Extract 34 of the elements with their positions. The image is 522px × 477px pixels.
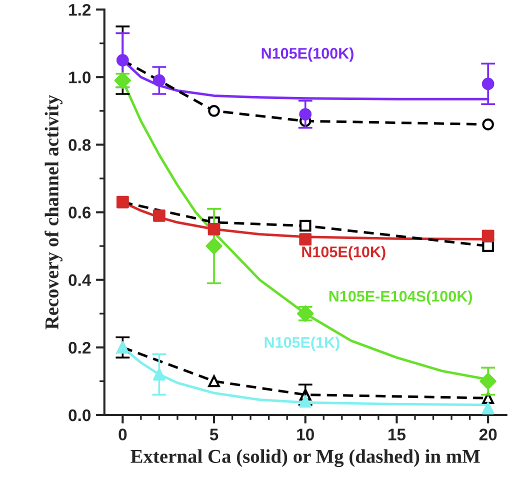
x-tick-label: 10 bbox=[297, 428, 314, 440]
point bbox=[153, 209, 166, 222]
point bbox=[208, 104, 220, 117]
point bbox=[208, 375, 220, 388]
x-tick-label: 0 bbox=[118, 428, 127, 440]
point bbox=[299, 220, 312, 232]
point bbox=[482, 78, 494, 90]
y-tick-label: 0.4 bbox=[68, 274, 92, 286]
point bbox=[153, 368, 166, 381]
point bbox=[208, 222, 220, 236]
y-tick-label: 0.8 bbox=[68, 139, 91, 151]
point bbox=[299, 108, 312, 120]
x-tick-label: 15 bbox=[388, 428, 406, 440]
point bbox=[299, 395, 312, 408]
point bbox=[482, 402, 494, 414]
y-tick-label: 0.0 bbox=[68, 409, 91, 422]
x-tick-label: 20 bbox=[479, 428, 497, 440]
text: N105E(100K) bbox=[262, 48, 354, 62]
point bbox=[206, 238, 222, 254]
point bbox=[480, 372, 496, 390]
y-tick-label: 1.2 bbox=[69, 4, 91, 16]
x-axis-title: External Ca (solid) or Mg (dashed) in mM bbox=[130, 449, 480, 468]
series-label: N105E(10K) bbox=[302, 246, 386, 260]
point bbox=[299, 233, 312, 246]
point bbox=[153, 74, 166, 87]
text: N105E(1K) bbox=[264, 336, 340, 351]
y-axis-title: Recovery of channel activity bbox=[44, 95, 62, 330]
point bbox=[482, 230, 494, 242]
x-tick-label: 5 bbox=[210, 428, 218, 440]
y-tick-label: 1.0 bbox=[69, 72, 91, 84]
y-tick-label: 0.6 bbox=[68, 206, 91, 218]
y-tick-label: 0.2 bbox=[68, 342, 91, 354]
series-label: N105E-E104S(100K) bbox=[329, 290, 472, 305]
point bbox=[482, 118, 494, 130]
